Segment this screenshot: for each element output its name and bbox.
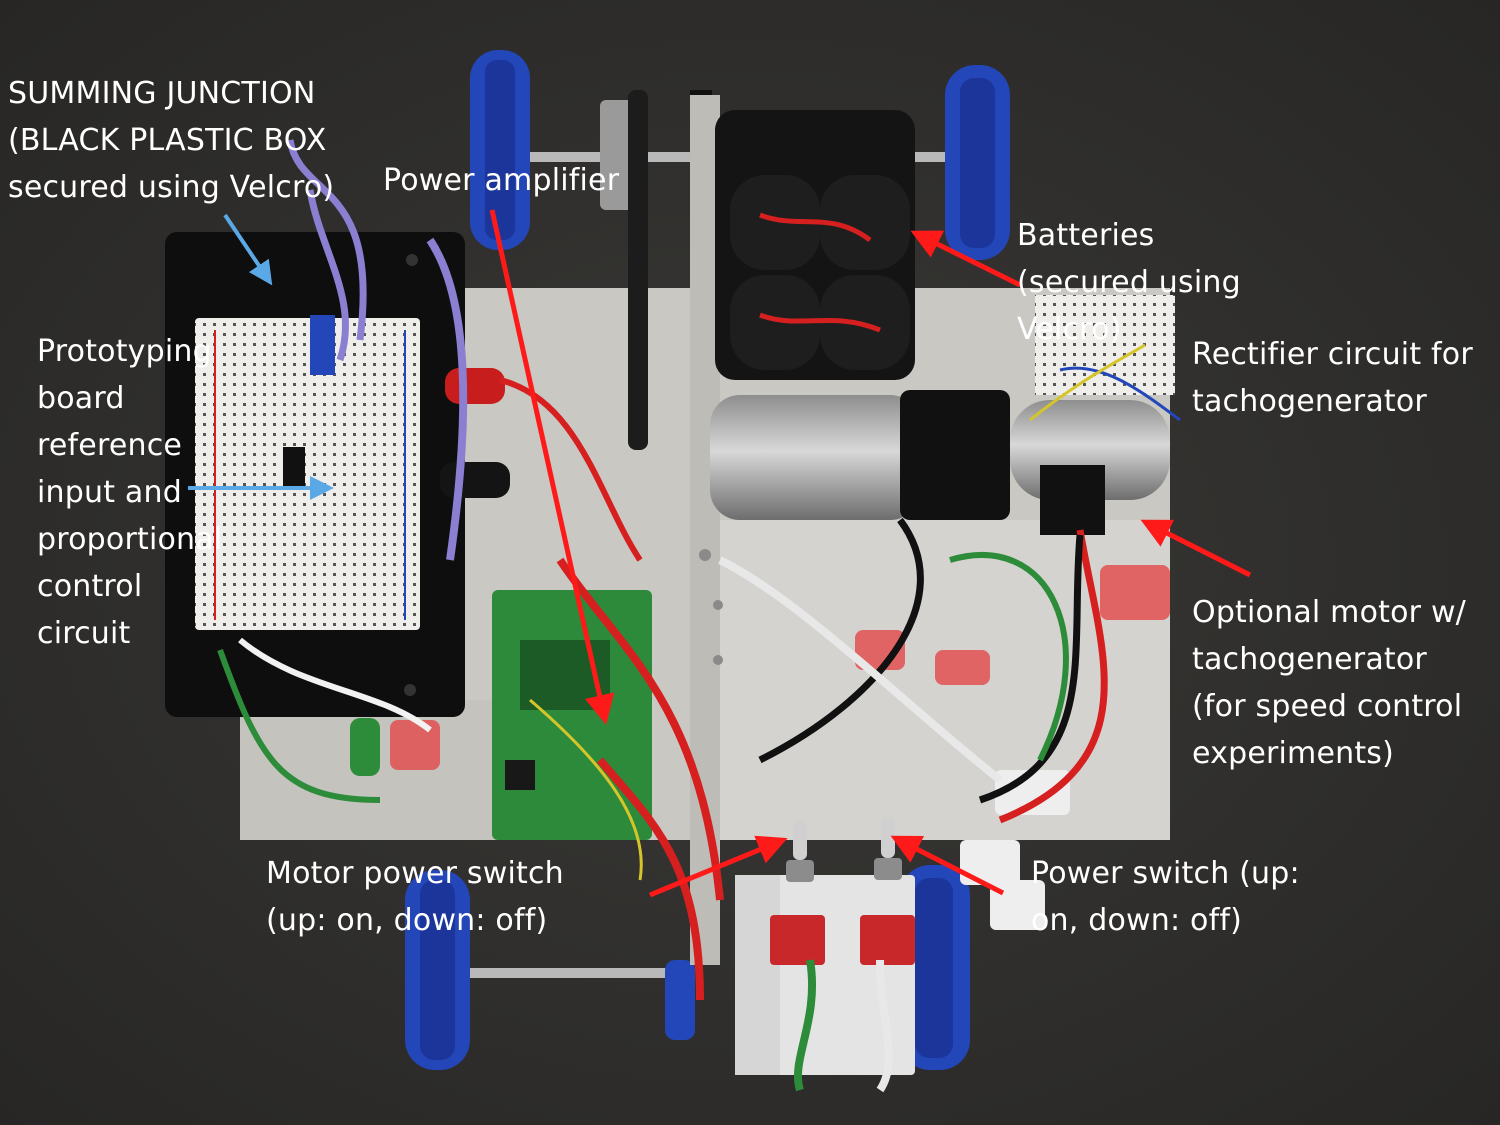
front-axle [450, 968, 690, 978]
power-amplifier-pcb [492, 590, 652, 840]
toggle-switch-icon [786, 820, 814, 882]
arrow-icon [890, 835, 1005, 896]
prototyping-breadboard [195, 315, 420, 630]
rectifier-circuit-label: Rectifier circuit for tachogenerator [1192, 337, 1473, 419]
annotation-arrows [188, 209, 1252, 898]
wiring [217, 139, 1181, 1093]
arrow-icon [649, 835, 788, 898]
prototyping-board-label: Prototyping board reference input and pr… [37, 334, 223, 651]
wheel-icon [665, 960, 695, 1040]
wheel-icon [470, 50, 530, 250]
wheel-icon [900, 865, 970, 1070]
battery-pack [715, 110, 915, 380]
motor-power-switch-label: Motor power switch (up: on, down: off) [266, 856, 564, 938]
arrow-icon [223, 213, 273, 286]
dc-motor [710, 390, 1010, 520]
arrow-icon [1140, 519, 1252, 578]
power-amplifier-label: Power amplifier [383, 163, 620, 198]
arrow-icon [910, 230, 1022, 288]
switch-bracket [735, 875, 915, 1075]
rectifier-breadboard [1035, 295, 1175, 395]
optional-motor-label: Optional motor w/ tachogenerator (for sp… [1192, 595, 1466, 771]
wheel-icon [405, 870, 470, 1070]
summing-junction-label: SUMMING JUNCTION (BLACK PLASTIC BOX secu… [8, 76, 335, 205]
power-switch-label: Power switch (up: on, down: off) [1031, 856, 1300, 938]
batteries-label: Batteries (secured using Velcro) [1017, 218, 1241, 347]
arrow-icon [489, 209, 615, 725]
tachogenerator-motor [1010, 400, 1170, 535]
wheel-icon [945, 65, 1010, 260]
red-spade-connectors [390, 565, 1170, 770]
